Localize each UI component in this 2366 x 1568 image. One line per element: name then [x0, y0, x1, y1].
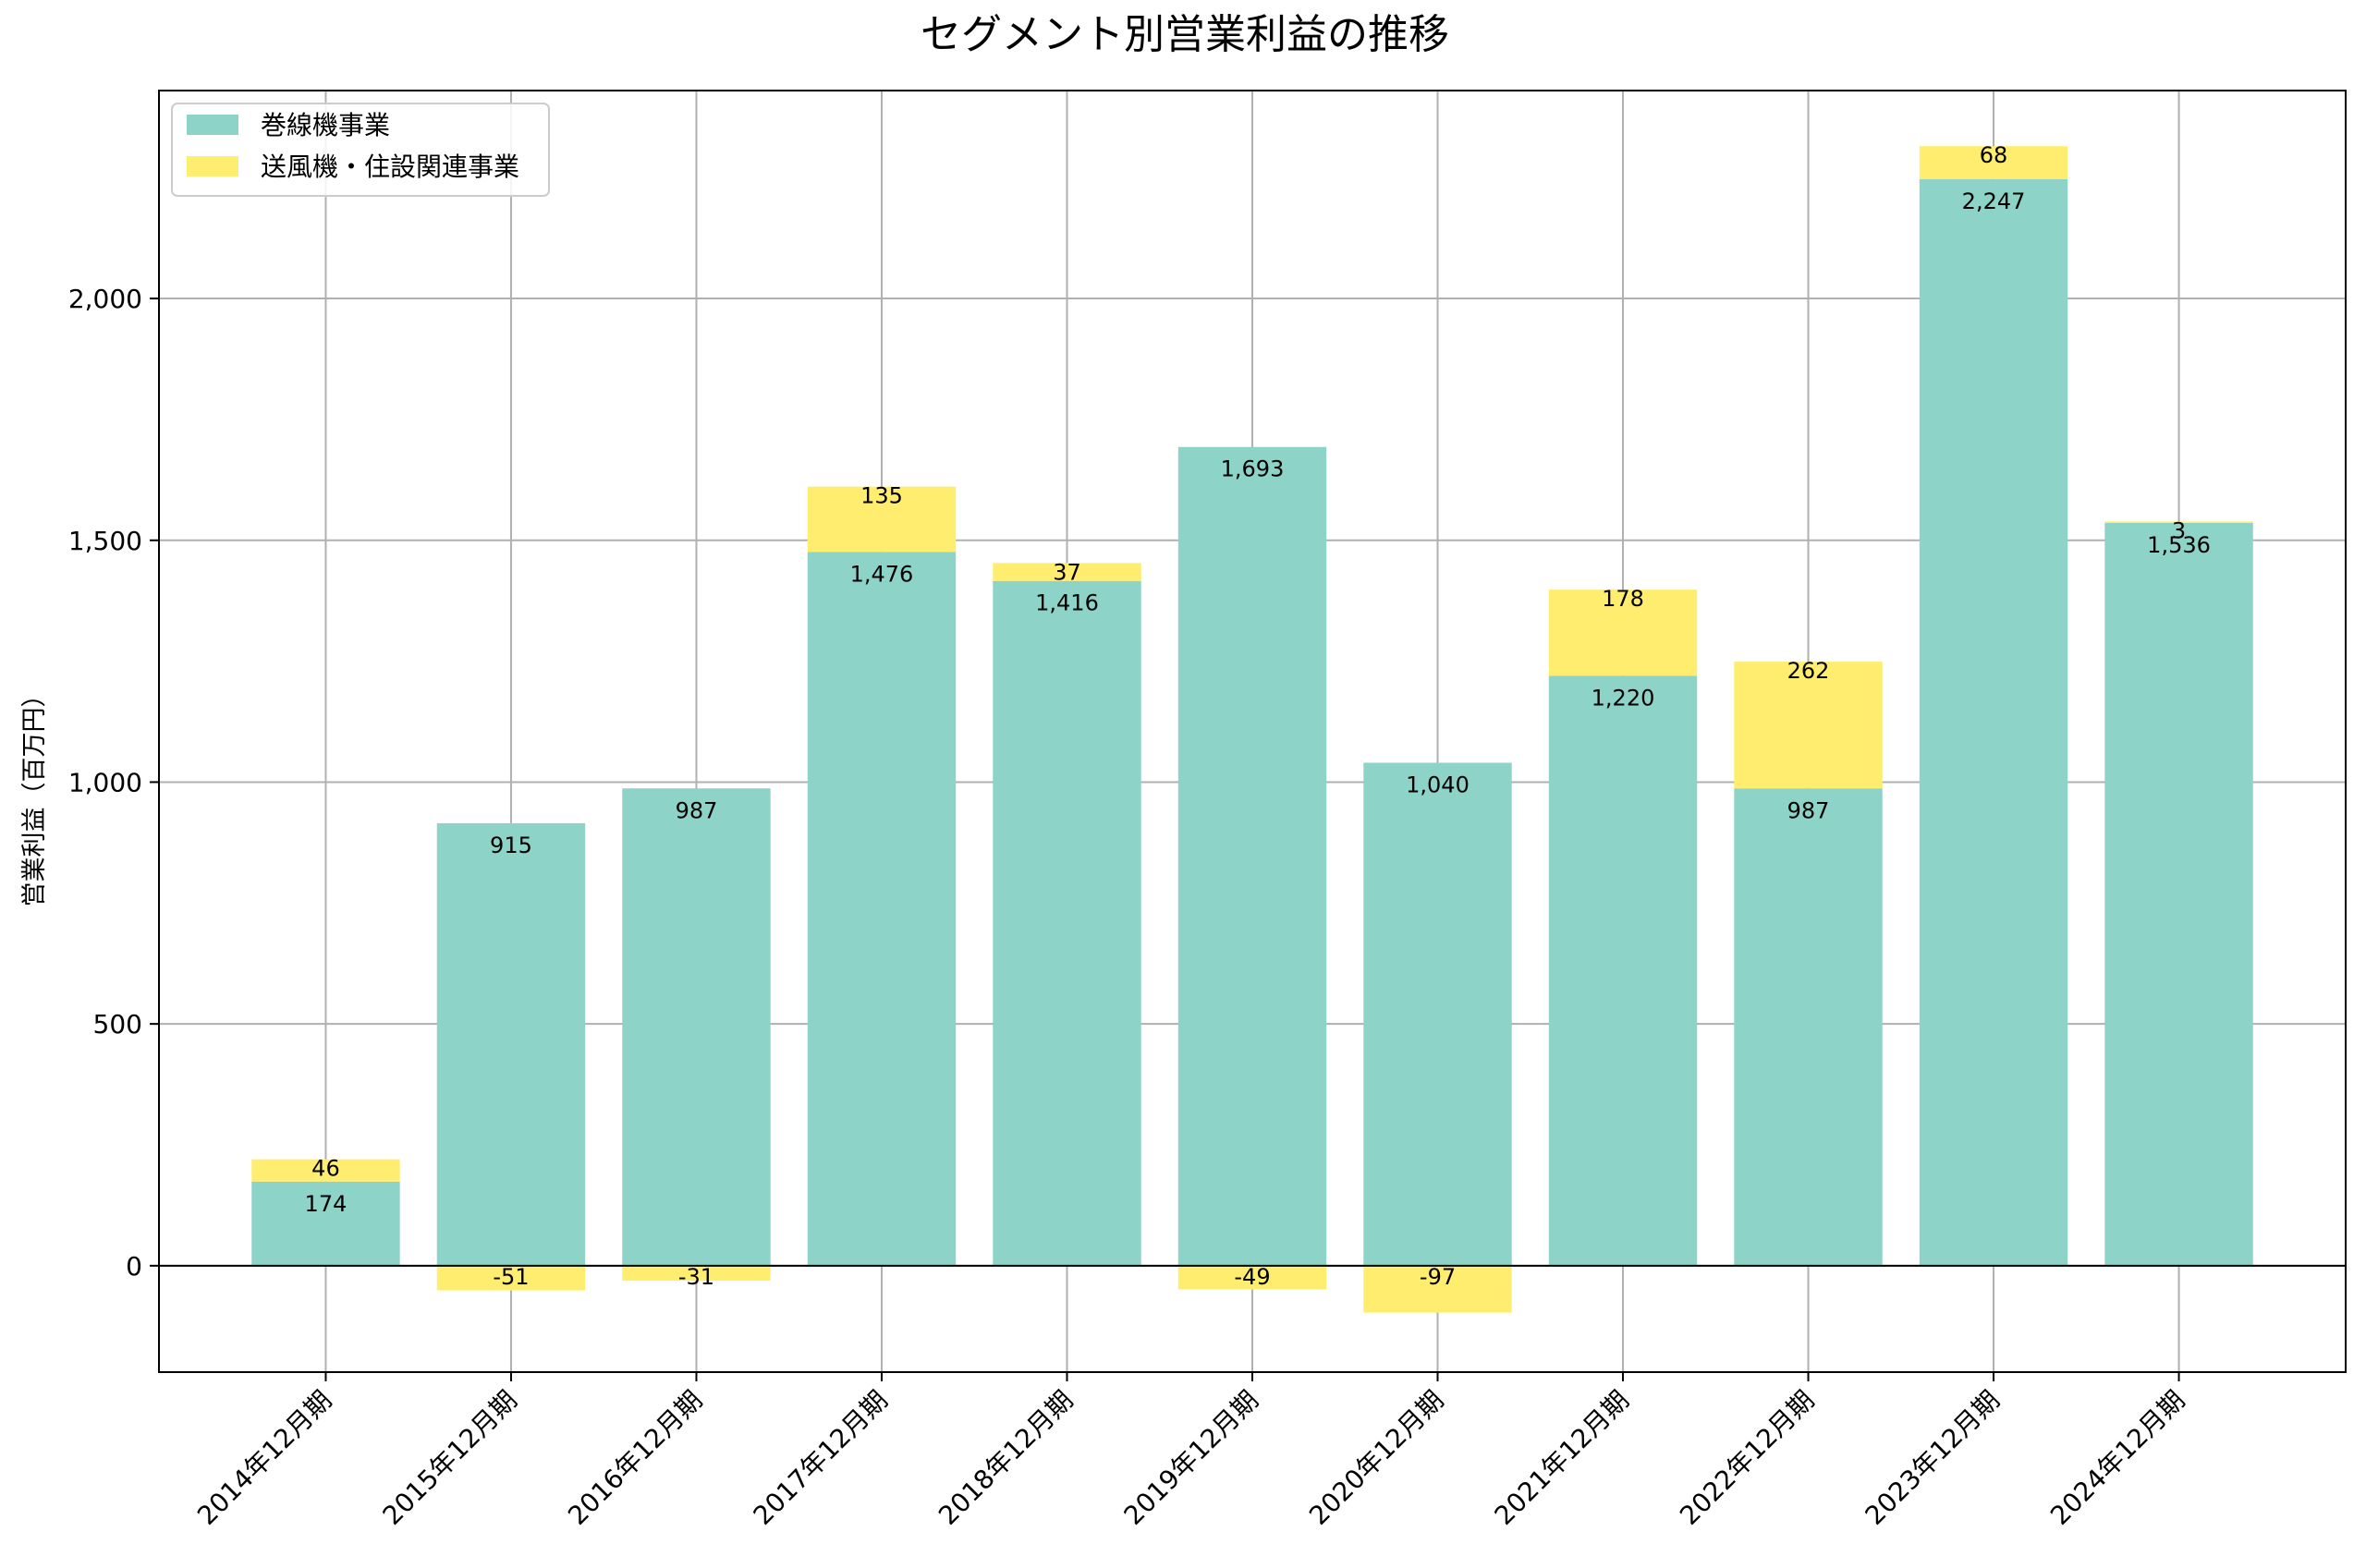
x-tick-label: 2018年12月期: [933, 1385, 1079, 1531]
x-tick-label: 2022年12月期: [1674, 1385, 1820, 1531]
legend-swatch: [187, 115, 238, 135]
y-tick-label: 500: [93, 1009, 142, 1039]
data-label-blower-housing: -97: [1420, 1264, 1456, 1290]
data-label-blower-housing: 68: [1980, 142, 2008, 168]
bar-blower-housing: [436, 1265, 586, 1291]
data-label-blower-housing: -31: [678, 1264, 714, 1290]
bar-blower-housing: [1919, 146, 2068, 179]
bar-blower-housing: [1548, 590, 1698, 676]
data-label-blower-housing: -49: [1234, 1264, 1270, 1290]
bar-winding-machine: [1177, 446, 1327, 1266]
bar-blower-housing: [1363, 1265, 1512, 1313]
bar-winding-machine: [807, 552, 957, 1266]
x-tick-label: 2019年12月期: [1118, 1385, 1264, 1531]
x-tick-label: 2016年12月期: [562, 1385, 708, 1531]
bar-blower-housing: [993, 563, 1141, 581]
data-label-winding-machine: 1,040: [1406, 772, 1470, 798]
x-tick-label: 2020年12月期: [1303, 1385, 1449, 1531]
x-tick-label: 2023年12月期: [1860, 1385, 2006, 1531]
data-label-blower-housing: 135: [860, 483, 903, 509]
data-label-winding-machine: 1,536: [2147, 532, 2211, 558]
data-label-winding-machine: 1,693: [1221, 456, 1285, 482]
y-tick-label: 0: [126, 1251, 142, 1282]
data-label-blower-housing: 37: [1053, 559, 1081, 585]
data-label-winding-machine: 915: [490, 833, 532, 858]
y-tick-label: 1,500: [68, 526, 142, 556]
bar-winding-machine: [436, 822, 586, 1266]
x-tick-label: 2024年12月期: [2044, 1385, 2190, 1531]
y-axis-label: 営業利益（百万円）: [20, 683, 49, 907]
bar-blower-housing: [622, 1265, 771, 1282]
x-tick-label: 2021年12月期: [1489, 1385, 1635, 1531]
bar-winding-machine: [993, 580, 1141, 1266]
bar-winding-machine: [622, 788, 771, 1266]
bar-winding-machine: [1734, 788, 1883, 1266]
bar-blower-housing: [1734, 662, 1883, 789]
bar-blower-housing: [2104, 521, 2253, 523]
data-label-blower-housing: 178: [1602, 586, 1644, 612]
data-label-blower-housing: -51: [493, 1264, 529, 1290]
data-label-winding-machine: 1,220: [1592, 685, 1655, 711]
bar-winding-machine: [1548, 675, 1698, 1266]
bar-blower-housing: [251, 1159, 400, 1182]
legend-swatch: [187, 156, 238, 176]
legend-label: 送風機・住設関連事業: [261, 152, 519, 182]
data-label-blower-housing: 262: [1787, 658, 1830, 684]
data-labels: 174 46 915 -51 987 -31 1,476 135 1,416 37 1,693 -49…: [305, 142, 2211, 1290]
bars: [251, 146, 2253, 1313]
data-label-blower-housing: 3: [2172, 517, 2186, 543]
data-label-blower-housing: 46: [311, 1156, 340, 1182]
bar-blower-housing: [807, 486, 957, 553]
x-tick-label: 2014年12月期: [191, 1385, 337, 1531]
x-tick-label: 2017年12月期: [748, 1385, 894, 1531]
legend-label: 巻線機事業: [261, 110, 390, 140]
data-label-winding-machine: 2,247: [1962, 188, 2026, 214]
chart-title: セグメント別営業利益の推移: [921, 11, 1449, 58]
bar-winding-machine: [1919, 178, 2068, 1266]
data-label-winding-machine: 987: [676, 797, 718, 823]
data-label-winding-machine: 1,416: [1035, 590, 1099, 616]
bar-winding-machine: [251, 1181, 400, 1266]
data-label-winding-machine: 1,476: [850, 561, 914, 587]
bar-blower-housing: [1177, 1265, 1327, 1290]
bar-winding-machine: [1363, 762, 1512, 1266]
bar-winding-machine: [2104, 522, 2253, 1266]
legend-box: [171, 103, 550, 197]
y-tick-label: 2,000: [68, 284, 142, 314]
data-label-winding-machine: 987: [1787, 797, 1830, 823]
x-tick-label: 2015年12月期: [377, 1385, 523, 1531]
y-tick-label: 1,000: [68, 767, 142, 797]
data-label-winding-machine: 174: [305, 1191, 348, 1217]
